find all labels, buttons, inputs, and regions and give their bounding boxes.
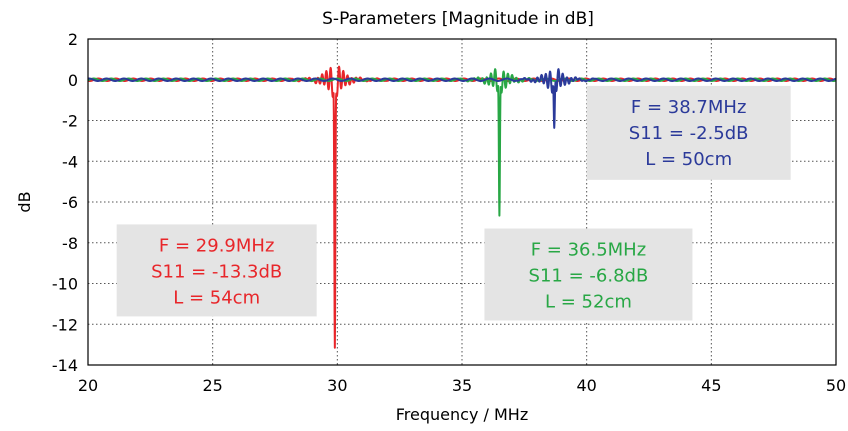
x-axis-title: Frequency / MHz [396, 405, 528, 424]
x-tick-label: 40 [576, 376, 596, 395]
annotation-line: F = 38.7MHz [631, 97, 746, 118]
annotation-line: S11 = -6.8dB [529, 265, 649, 286]
y-tick-label: -14 [52, 356, 78, 375]
y-tick-label: -4 [62, 152, 78, 171]
annotation-box: F = 29.9MHz S11 = -13.3dB L = 54cm [117, 224, 317, 316]
y-tick-label: -6 [62, 193, 78, 212]
y-tick-label: -8 [62, 234, 78, 253]
x-tick-label: 25 [202, 376, 222, 395]
annotation-line: S11 = -13.3dB [151, 261, 282, 282]
x-tick-label: 20 [78, 376, 98, 395]
y-tick-label: -12 [52, 315, 78, 334]
annotation-line: L = 52cm [545, 291, 632, 312]
annotation-line: F = 29.9MHz [159, 235, 274, 256]
y-tick-label: 2 [68, 30, 78, 49]
annotation-line: S11 = -2.5dB [629, 123, 749, 144]
annotation-line: L = 54cm [173, 287, 260, 308]
annotation-line: L = 50cm [645, 149, 732, 170]
annotation-box: F = 38.7MHz S11 = -2.5dB L = 50cm [587, 86, 791, 180]
chart-title: S-Parameters [Magnitude in dB] [322, 9, 594, 29]
y-tick-label: 0 [68, 71, 78, 90]
annotation-line: F = 36.5MHz [531, 239, 646, 260]
y-tick-label: -2 [62, 112, 78, 131]
x-tick-label: 35 [452, 376, 472, 395]
y-tick-label: -10 [52, 275, 78, 294]
x-tick-label: 30 [327, 376, 347, 395]
y-axis-title: dB [15, 191, 34, 212]
x-tick-label: 50 [826, 376, 846, 395]
annotation-box: F = 36.5MHz S11 = -6.8dB L = 52cm [484, 228, 692, 320]
x-tick-label: 45 [701, 376, 721, 395]
